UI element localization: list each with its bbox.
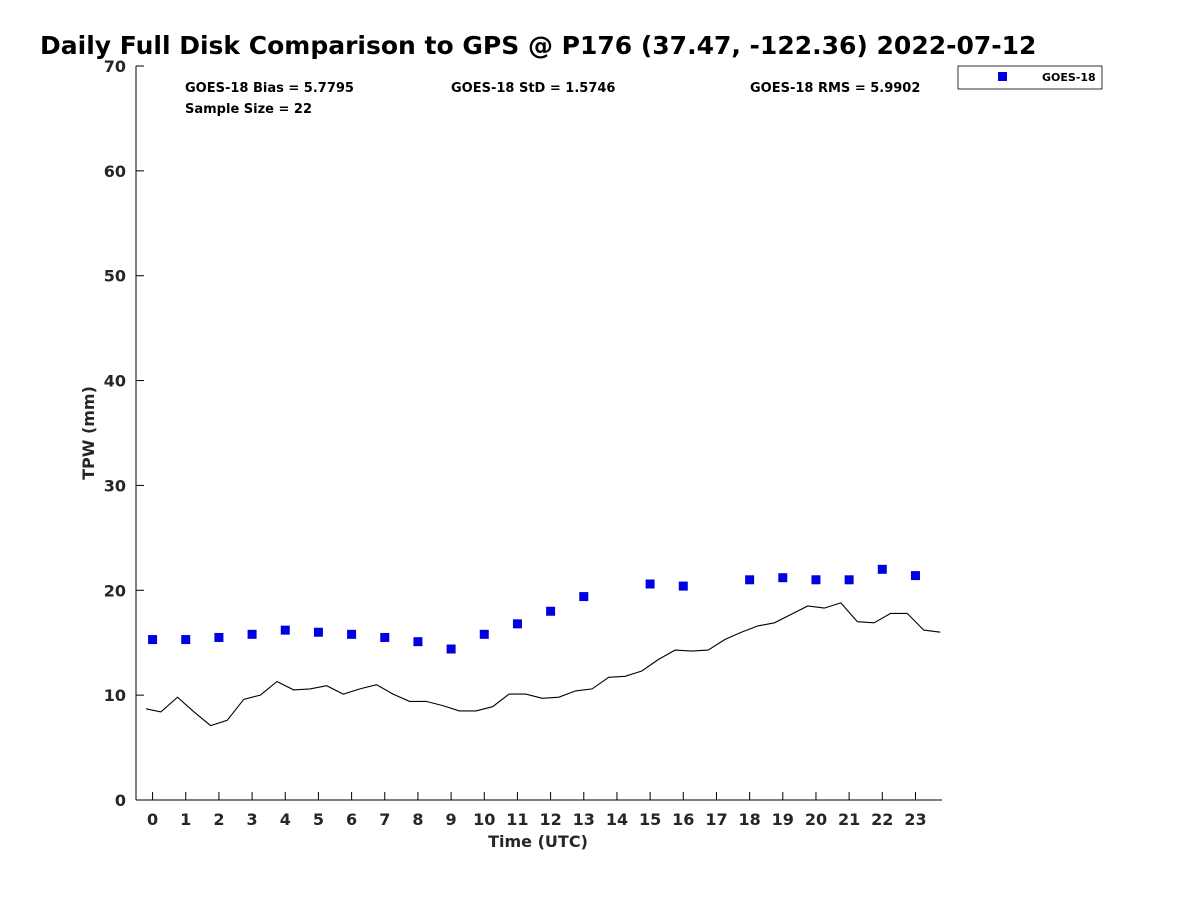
goes-18-point: [148, 635, 158, 645]
y-tick-label: 50: [104, 267, 126, 286]
x-tick-label: 19: [772, 810, 794, 829]
goes-18-point: [512, 619, 522, 629]
goes-18-point: [247, 629, 257, 639]
goes-18-point: [778, 573, 788, 583]
goes-18-point: [811, 575, 821, 585]
goes-18-point: [877, 564, 887, 574]
chart-title: Daily Full Disk Comparison to GPS @ P176…: [40, 31, 1036, 60]
goes-18-point: [413, 637, 423, 647]
y-axis-label: TPW (mm): [79, 386, 98, 480]
goes-18-point: [214, 632, 224, 642]
x-axis-label: Time (UTC): [488, 832, 588, 851]
y-tick-label: 10: [104, 686, 126, 705]
goes-18-point: [844, 575, 854, 585]
x-tick-label: 17: [705, 810, 727, 829]
goes-18-point: [678, 581, 688, 591]
bias-stat: GOES-18 Bias = 5.7795: [185, 81, 354, 96]
legend: GOES-18: [957, 65, 1103, 90]
goes-18-point: [181, 635, 191, 645]
y-tick-label: 60: [104, 162, 126, 181]
gps-series: [145, 602, 941, 727]
x-tick-label: 18: [738, 810, 760, 829]
y-tick-label: 40: [104, 372, 126, 391]
x-tick-label: 13: [573, 810, 595, 829]
goes-18-point: [645, 579, 655, 589]
x-tick-label: 7: [379, 810, 390, 829]
x-ticks: 0 1 2 3 4 5 6 7 8 9 10 11 12 13 14 15 16 17 18 19 20 21 22 23: [147, 792, 927, 829]
gps-line: [145, 602, 941, 727]
x-tick-label: 6: [346, 810, 357, 829]
x-tick-label: 9: [446, 810, 457, 829]
y-ticks: 0 10 20 30 40 50 60 70: [104, 57, 144, 810]
y-tick-label: 30: [104, 476, 126, 495]
axes: [135, 66, 942, 801]
goes-18-point: [313, 627, 323, 637]
x-tick-label: 21: [838, 810, 860, 829]
y-tick-label: 0: [115, 791, 126, 810]
x-tick-label: 5: [313, 810, 324, 829]
goes-18-point: [579, 592, 589, 602]
x-tick-label: 20: [805, 810, 827, 829]
rms-stat: GOES-18 RMS = 5.9902: [750, 81, 920, 96]
std-stat: GOES-18 StD = 1.5746: [451, 81, 615, 96]
x-tick-label: 14: [606, 810, 628, 829]
x-tick-label: 10: [473, 810, 495, 829]
x-tick-label: 4: [280, 810, 291, 829]
legend-label-goes-18: GOES-18: [1042, 71, 1096, 84]
goes-18-point: [745, 575, 755, 585]
y-tick-label: 20: [104, 581, 126, 600]
x-tick-label: 1: [180, 810, 191, 829]
sample-size-stat: Sample Size = 22: [185, 102, 312, 117]
goes-18-point: [380, 632, 390, 642]
x-tick-label: 0: [147, 810, 158, 829]
goes-18-series: [148, 564, 920, 654]
x-tick-label: 12: [539, 810, 561, 829]
goes-18-point: [546, 606, 556, 616]
x-tick-label: 15: [639, 810, 661, 829]
x-tick-label: 2: [213, 810, 224, 829]
legend-marker-goes-18: [998, 72, 1007, 81]
x-tick-label: 3: [247, 810, 258, 829]
x-tick-label: 8: [412, 810, 423, 829]
goes-18-point: [446, 644, 456, 654]
goes-18-point: [280, 625, 290, 635]
goes-18-point: [347, 629, 357, 639]
x-tick-label: 16: [672, 810, 694, 829]
x-tick-label: 11: [506, 810, 528, 829]
y-tick-label: 70: [104, 57, 126, 76]
goes-18-point: [910, 571, 920, 581]
x-tick-label: 22: [871, 810, 893, 829]
goes-18-point: [479, 629, 489, 639]
x-tick-label: 23: [904, 810, 926, 829]
legend-box: [957, 65, 1103, 90]
